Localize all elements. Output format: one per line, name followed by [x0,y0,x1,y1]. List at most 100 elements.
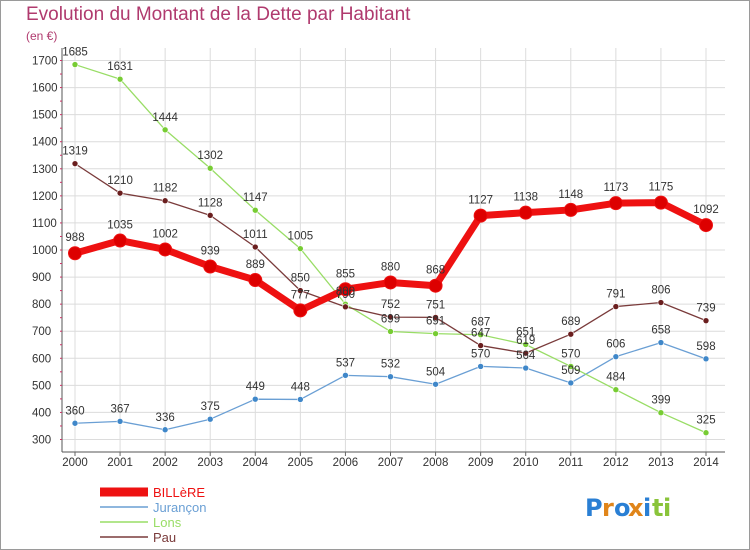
data-point [297,287,304,294]
data-label: 855 [336,268,355,280]
logo-letter: P [585,494,603,522]
data-point [203,259,218,274]
series-lons [71,61,710,437]
data-label: 880 [381,261,400,273]
data-label: 1011 [243,229,268,241]
data-point [522,364,530,372]
legend-item: Pau [100,530,176,545]
data-label: 1148 [558,189,583,201]
data-point [612,386,620,393]
data-point [342,303,349,311]
data-point [293,303,308,318]
data-point [563,202,578,217]
data-label: 1127 [468,195,493,207]
data-point [567,330,575,338]
data-label: 598 [696,341,715,353]
data-label: 619 [516,335,535,347]
data-point [71,160,79,167]
x-tick-label: 2000 [62,457,88,469]
series-juran-on [71,339,710,434]
data-point [342,372,349,379]
data-label: 939 [201,246,220,258]
data-point [522,341,530,348]
data-point [522,349,530,357]
data-point [251,243,259,251]
data-label: 606 [606,339,625,351]
y-tick-label: 1500 [32,110,58,122]
data-label: 777 [291,289,310,301]
data-point [432,330,439,337]
legend-label: Pau [153,530,176,545]
data-label: 1302 [197,150,223,162]
y-tick-label: 1400 [32,137,58,149]
data-label: 687 [471,317,490,329]
y-tick-label: 1200 [32,191,58,203]
data-point [161,126,169,134]
data-point [567,363,575,370]
x-tick-label: 2008 [423,457,449,469]
data-label: 504 [426,366,446,378]
logo-letter: i [643,494,651,522]
y-tick-label: 600 [32,353,51,365]
data-point [432,314,439,321]
y-tick-label: 500 [32,380,51,392]
data-point [297,245,304,252]
data-point [432,380,439,388]
data-point [161,426,169,434]
data-label: 1147 [243,192,268,204]
data-point [251,206,259,214]
data-point [383,275,398,290]
x-tick-label: 2001 [107,457,133,469]
data-label: 752 [381,299,400,311]
logo-letter: x [628,494,644,522]
data-label: 800 [336,286,355,298]
data-point [71,419,79,427]
data-point [702,429,710,437]
data-point [702,355,710,363]
series-bill-re [68,195,713,318]
data-point [206,164,214,172]
data-label: 325 [696,415,715,427]
data-label: 1685 [62,47,88,59]
legend-label: Jurançon [153,500,206,515]
data-label: 791 [606,289,625,301]
data-label: 889 [246,259,265,271]
x-tick-label: 2010 [513,457,539,469]
data-label: 739 [696,303,715,315]
data-label: 1182 [153,183,178,195]
data-label: 689 [561,316,580,328]
legend-item: BILLèRE [100,485,205,500]
data-label: 360 [65,405,84,417]
x-tick-label: 2005 [288,457,314,469]
data-label: 570 [561,348,580,360]
data-point [116,418,124,425]
data-point [657,299,665,306]
series-group [68,61,713,437]
data-label: 988 [65,232,84,244]
data-label: 806 [651,285,670,297]
data-point [387,373,394,380]
data-label: 790 [336,289,355,301]
data-label: 399 [651,395,670,407]
data-label: 509 [561,365,580,377]
data-point [567,379,575,387]
data-label: 336 [156,412,175,424]
data-label: 1444 [152,112,178,124]
data-point [158,242,173,257]
x-tick-label: 2013 [648,457,674,469]
unit-label: (en €) [26,29,58,43]
data-point [518,205,533,220]
data-point [116,189,124,197]
data-label: 699 [381,313,400,325]
data-label: 1092 [693,204,719,216]
logo-letter: r [602,494,614,522]
data-point [161,197,169,205]
data-label: 691 [426,316,445,328]
data-point [428,278,443,293]
x-tick-label: 2003 [197,457,223,469]
data-label: 449 [246,381,265,393]
data-labels: 988 1035 1002 939 889 777 855 880 868 1127 1138 114… [62,47,719,427]
